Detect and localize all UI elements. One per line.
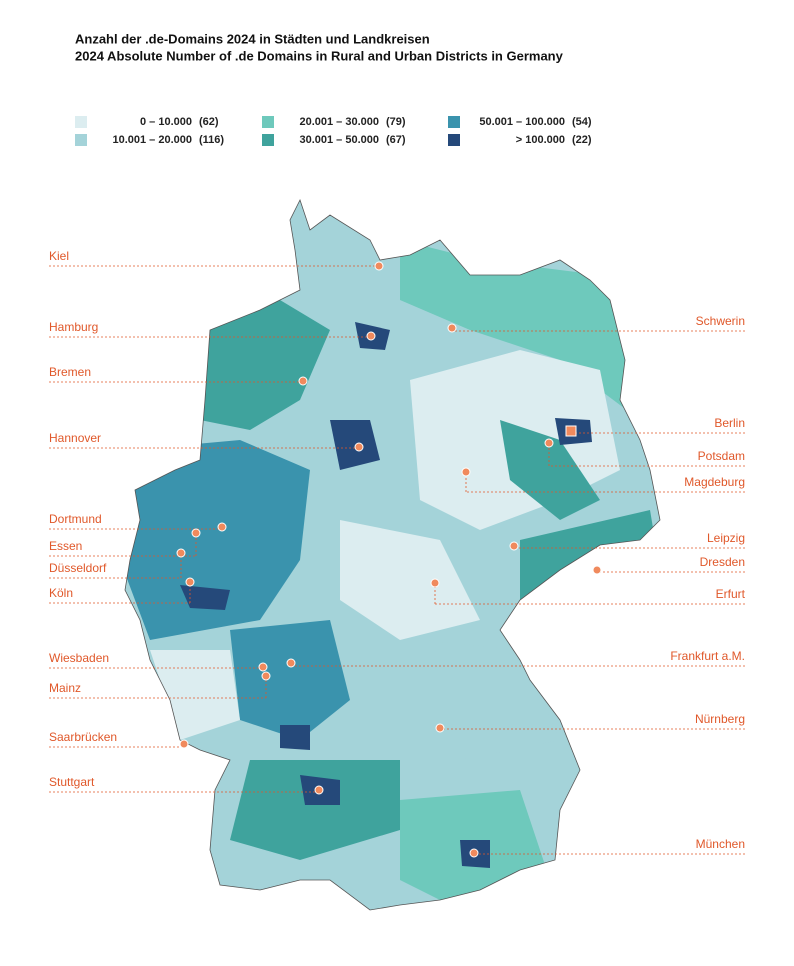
city-marker (286, 658, 296, 668)
district-area (180, 585, 230, 610)
city-marker (191, 528, 201, 538)
city-label: Frankfurt a.M. (670, 649, 745, 663)
city-marker (314, 785, 324, 795)
legend-count: (116) (199, 134, 224, 146)
city-marker (258, 662, 268, 672)
city-marker (354, 442, 364, 452)
district-area (340, 520, 480, 640)
city-label: Potsdam (698, 449, 745, 463)
legend-swatch (448, 116, 460, 128)
legend-count: (22) (572, 134, 592, 146)
legend-range: > 100.000 (516, 134, 565, 146)
district-area (230, 760, 400, 860)
city-label: Berlin (714, 416, 745, 430)
city-label: Erfurt (716, 587, 746, 601)
legend: 0 – 10.000 (62) 10.001 – 20.000 (116) 20.001… (75, 116, 592, 146)
legend-count: (54) (572, 116, 592, 128)
legend-swatch (262, 134, 274, 146)
city-marker (469, 848, 479, 858)
city-label: Bremen (49, 365, 91, 379)
city-marker (544, 438, 554, 448)
district-area (280, 725, 310, 750)
city-label: Wiesbaden (49, 651, 109, 665)
capital-marker (565, 425, 577, 437)
city-marker (592, 565, 602, 575)
city-label: Essen (49, 539, 82, 553)
city-label: Köln (49, 586, 73, 600)
city-label: München (696, 837, 745, 851)
city-label: Nürnberg (695, 712, 745, 726)
city-label: Schwerin (696, 314, 745, 328)
legend-swatch (262, 116, 274, 128)
map (125, 200, 660, 910)
legend-count: (62) (199, 116, 219, 128)
city-marker (179, 739, 189, 749)
legend-range: 10.001 – 20.000 (112, 134, 192, 146)
city-label: Magdeburg (684, 475, 745, 489)
district-area (230, 620, 350, 740)
district-area (200, 300, 330, 430)
city-label: Stuttgart (49, 775, 95, 789)
city-label: Saarbrücken (49, 730, 117, 744)
legend-range: 0 – 10.000 (140, 116, 192, 128)
legend-count: (79) (386, 116, 406, 128)
city-label: Kiel (49, 249, 69, 263)
subtitle: 2024 Absolute Number of .de Domains in R… (75, 48, 564, 63)
city-marker (261, 671, 271, 681)
city-marker (509, 541, 519, 551)
city-label: Dortmund (49, 512, 102, 526)
district-area (500, 420, 600, 520)
title: Anzahl der .de-Domains 2024 in Städten u… (75, 31, 430, 46)
city-label: Dresden (700, 555, 745, 569)
city-label: Leipzig (707, 531, 745, 545)
city-marker (176, 548, 186, 558)
legend-swatch (75, 134, 87, 146)
legend-range: 30.001 – 50.000 (299, 134, 379, 146)
city-label: Hannover (49, 431, 101, 445)
legend-range: 20.001 – 30.000 (299, 116, 379, 128)
city-marker (217, 522, 227, 532)
city-marker (366, 331, 376, 341)
city-marker (430, 578, 440, 588)
city-label: Mainz (49, 681, 81, 695)
city-marker (447, 323, 457, 333)
city-marker (374, 261, 384, 271)
city-marker (185, 577, 195, 587)
legend-range: 50.001 – 100.000 (479, 116, 565, 128)
city-marker (435, 723, 445, 733)
legend-swatch (448, 134, 460, 146)
district-area (125, 440, 310, 640)
legend-swatch (75, 116, 87, 128)
city-label: Düsseldorf (49, 561, 107, 575)
city-label: Hamburg (49, 320, 98, 334)
legend-count: (67) (386, 134, 406, 146)
city-labels: Kiel Hamburg Bremen Hannover Dortmund Essen Dü… (49, 249, 746, 858)
city-marker (461, 467, 471, 477)
city-marker (298, 376, 308, 386)
